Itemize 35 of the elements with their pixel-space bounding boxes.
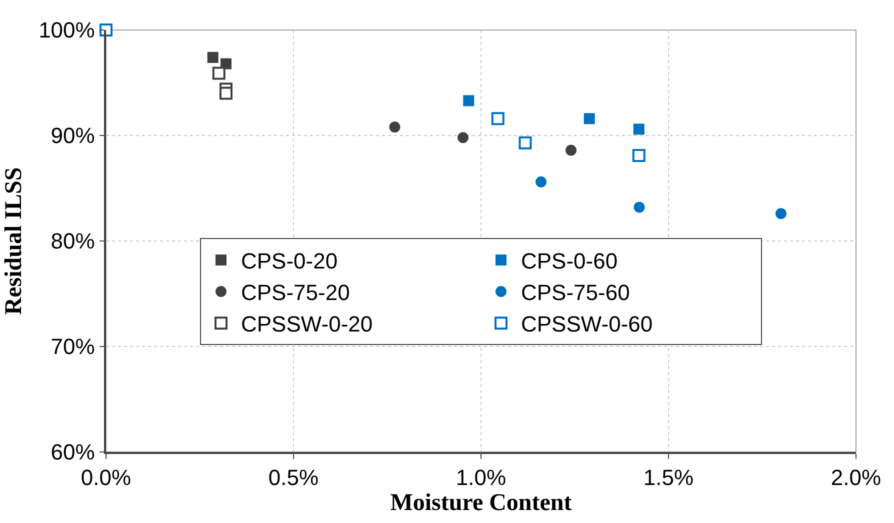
legend-label: CPS-0-60 bbox=[521, 248, 618, 274]
legend-label: CPSSW-0-20 bbox=[241, 312, 373, 337]
legend-label: CPS-75-20 bbox=[241, 280, 350, 306]
point bbox=[220, 86, 232, 100]
point bbox=[632, 149, 646, 162]
point bbox=[491, 112, 504, 126]
x-tick-label: 0.0% bbox=[80, 465, 132, 490]
point bbox=[518, 136, 532, 150]
point bbox=[566, 144, 576, 156]
legend-label: CPS-75-60 bbox=[521, 280, 630, 306]
point bbox=[212, 66, 226, 80]
y-axis-title: Residual ILSS bbox=[1, 167, 28, 315]
y-tick-label: 70% bbox=[50, 334, 95, 360]
x-tick-label: 1.0% bbox=[456, 465, 506, 490]
x-tick-label: 2.0% bbox=[830, 465, 882, 490]
x-axis-title: Moisture Content bbox=[390, 490, 572, 516]
y-tick-label: 90% bbox=[50, 123, 95, 148]
y-tick-label: 100% bbox=[38, 18, 95, 43]
y-tick-label: 80% bbox=[50, 228, 95, 254]
y-tick-label: 60% bbox=[50, 440, 95, 465]
point bbox=[536, 176, 546, 188]
x-tick-label: 1.5% bbox=[643, 465, 694, 490]
point bbox=[634, 202, 645, 213]
x-tick-label: 0.5% bbox=[268, 465, 319, 490]
point bbox=[100, 24, 112, 36]
point bbox=[463, 95, 474, 106]
legend-label: CPS-0-20 bbox=[241, 248, 338, 274]
point bbox=[220, 58, 232, 70]
point bbox=[207, 52, 218, 63]
point bbox=[584, 113, 595, 124]
point bbox=[389, 122, 400, 133]
legend-label: CPSSW-0-60 bbox=[521, 312, 653, 337]
point bbox=[633, 124, 644, 135]
point bbox=[776, 208, 786, 220]
point bbox=[458, 132, 468, 144]
